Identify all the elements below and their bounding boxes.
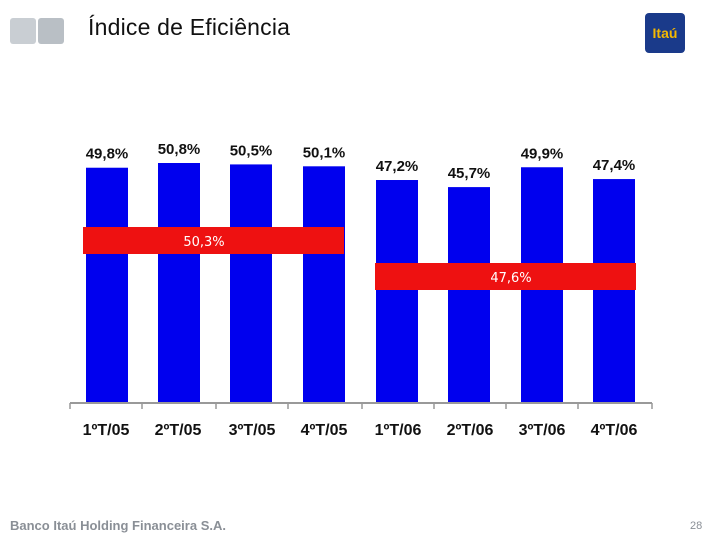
x-tick-label-4: 4ºT/05 xyxy=(301,422,348,439)
average-band-2 xyxy=(375,263,636,290)
average-band-label-2: 47,6% xyxy=(490,271,531,286)
value-label-3: 50,5% xyxy=(230,142,273,159)
average-band-label-1: 50,3% xyxy=(183,235,224,250)
x-tick-label-7: 3ºT/06 xyxy=(519,422,566,439)
x-tick-label-8: 4ºT/06 xyxy=(591,422,638,439)
decorative-square xyxy=(38,18,64,44)
page-number: 28 xyxy=(690,520,703,532)
slide-title: Índice de Eficiência xyxy=(88,14,291,40)
bar-5 xyxy=(376,180,418,403)
x-tick-label-3: 3ºT/05 xyxy=(229,422,276,439)
bar-8 xyxy=(593,179,635,403)
bar-4 xyxy=(303,166,345,403)
x-tick-label-1: 1ºT/05 xyxy=(83,422,130,439)
value-label-4: 50,1% xyxy=(303,144,346,161)
footer-company-name: Banco Itaú Holding Financeira S.A. xyxy=(10,518,226,533)
bar-6 xyxy=(448,187,490,403)
average-band-1 xyxy=(83,227,344,254)
bar-1 xyxy=(86,167,128,403)
x-tick-label-2: 2ºT/05 xyxy=(155,422,202,439)
value-label-7: 49,9% xyxy=(521,145,564,162)
decorative-square xyxy=(10,18,36,44)
bar-3 xyxy=(230,164,272,403)
value-label-8: 47,4% xyxy=(593,157,636,174)
logo-text: Itaú xyxy=(652,25,678,41)
x-tick-label-6: 2ºT/06 xyxy=(447,422,494,439)
decorative-squares xyxy=(10,18,66,44)
value-label-5: 47,2% xyxy=(376,158,419,175)
bar-2 xyxy=(158,163,200,403)
value-label-6: 45,7% xyxy=(448,165,491,182)
itau-logo: Itaú xyxy=(645,13,685,53)
x-tick-label-5: 1ºT/06 xyxy=(375,422,422,439)
value-label-2: 50,8% xyxy=(158,141,201,158)
value-label-1: 49,8% xyxy=(86,146,129,163)
